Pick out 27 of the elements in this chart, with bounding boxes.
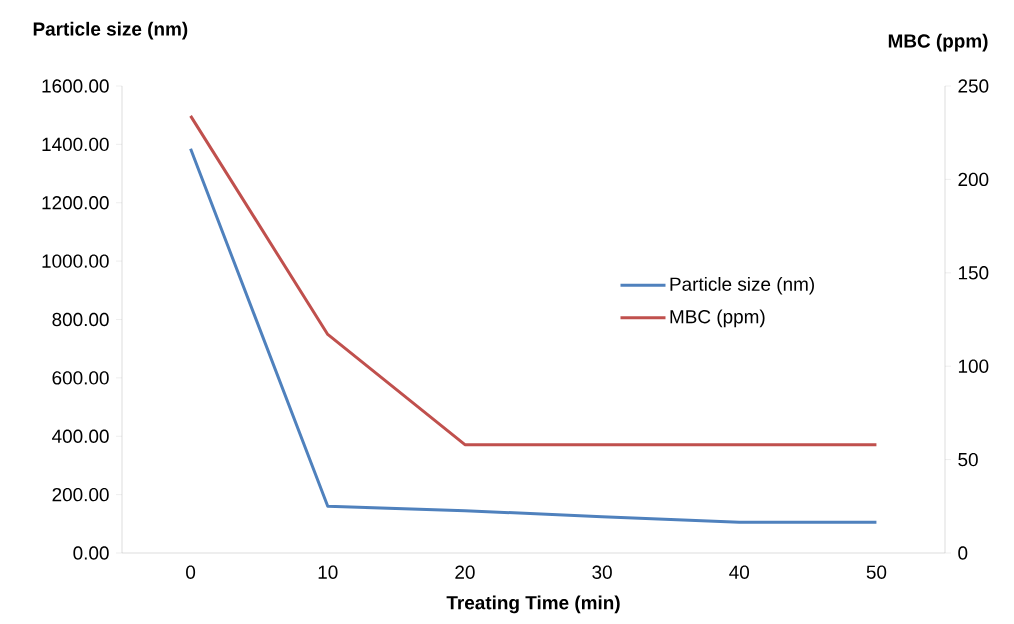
x-tick-label: 20 [455, 565, 475, 579]
legend-label: MBC (ppm) [670, 309, 765, 328]
y2-tick-label: 50 [958, 452, 978, 467]
y2-tick-label: 0 [958, 546, 968, 560]
y-tick-label: 1000.00 [42, 254, 109, 268]
y-axis-title: Particle size (nm) [33, 21, 188, 40]
y-tick-label: 400.00 [52, 429, 109, 443]
y-tick-label: 1400.00 [42, 137, 109, 152]
x-tick-label: 50 [866, 565, 887, 579]
x-tick-label: 10 [318, 565, 338, 579]
y2-tick-label: 200 [958, 172, 989, 187]
y-tick-label: 200.00 [52, 487, 109, 502]
y2-tick-label: 100 [958, 359, 989, 373]
y2-axis-title: MBC (ppm) [888, 33, 988, 52]
x-axis-title: Treating Time (min) [446, 595, 620, 614]
y-tick-label: 0.00 [73, 546, 109, 560]
y2-tick-label: 150 [958, 266, 989, 280]
legend-label: Particle size (nm) [670, 276, 814, 295]
y2-tick-label: 250 [958, 79, 989, 93]
y-tick-label: 1600.00 [42, 79, 109, 93]
line-series [189, 147, 878, 524]
x-tick-label: 30 [592, 565, 612, 579]
x-tick-label: 0 [186, 565, 196, 579]
y-tick-label: 1200.00 [42, 196, 109, 210]
y-tick-label: 800.00 [52, 312, 109, 327]
y-tick-label: 600.00 [52, 371, 109, 385]
x-tick-label: 40 [729, 565, 750, 579]
